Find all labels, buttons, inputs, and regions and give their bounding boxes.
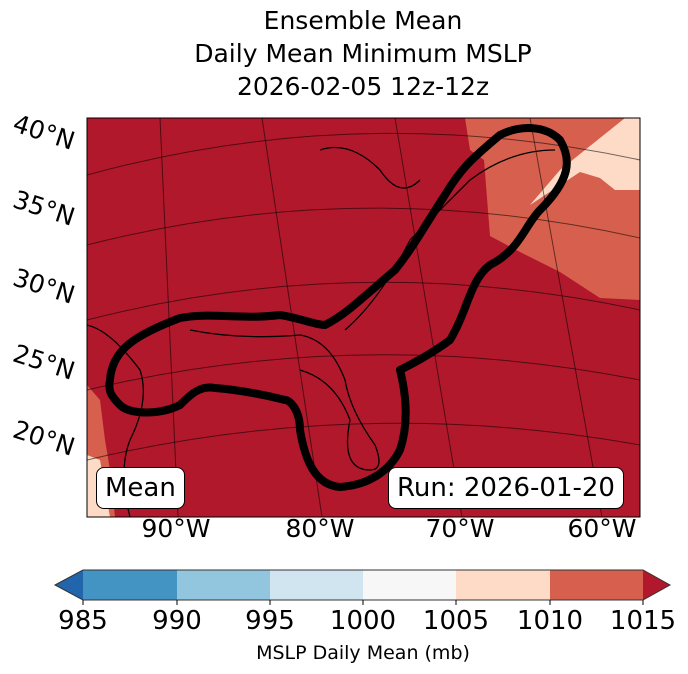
- colorbar-bin-985-990: [83, 570, 177, 600]
- lon-label-90w: 90°W: [141, 514, 211, 543]
- colorbar-extend-low: [55, 570, 83, 600]
- colorbar-label: MSLP Daily Mean (mb): [256, 642, 470, 664]
- colorbar-tick: 1005: [422, 606, 490, 636]
- colorbar-bin-990-995: [177, 570, 270, 600]
- lon-label-70w: 70°W: [425, 514, 495, 543]
- title-line-1: Ensemble Mean: [263, 6, 463, 35]
- title-line-3: 2026-02-05 12z-12z: [236, 72, 490, 101]
- colorbar-extend-high: [643, 570, 670, 600]
- title-line-2: Daily Mean Minimum MSLP: [194, 39, 532, 68]
- lon-label-60w: 60°W: [567, 514, 637, 543]
- colorbar-bin-1000-1005: [363, 570, 456, 600]
- colorbar-tick: 990: [152, 606, 202, 636]
- colorbar-bin-1010-1015: [550, 570, 643, 600]
- contour-1015: [105, 124, 571, 491]
- colorbar-bin-995-1000: [270, 570, 363, 600]
- colorbar: [53, 569, 672, 605]
- colorbar-tick: 985: [58, 606, 108, 636]
- lon-label-80w: 80°W: [285, 514, 355, 543]
- run-label-box: Run: 2026-01-20: [388, 467, 624, 509]
- mean-label-box: Mean: [96, 467, 185, 509]
- colorbar-bin-1005-1010: [456, 570, 550, 600]
- map-frame: [86, 117, 641, 518]
- colorbar-tick: 995: [245, 606, 295, 636]
- colorbar-tick: 1015: [609, 606, 677, 636]
- colorbar-tick: 1000: [329, 606, 397, 636]
- colorbar-tick: 1010: [516, 606, 584, 636]
